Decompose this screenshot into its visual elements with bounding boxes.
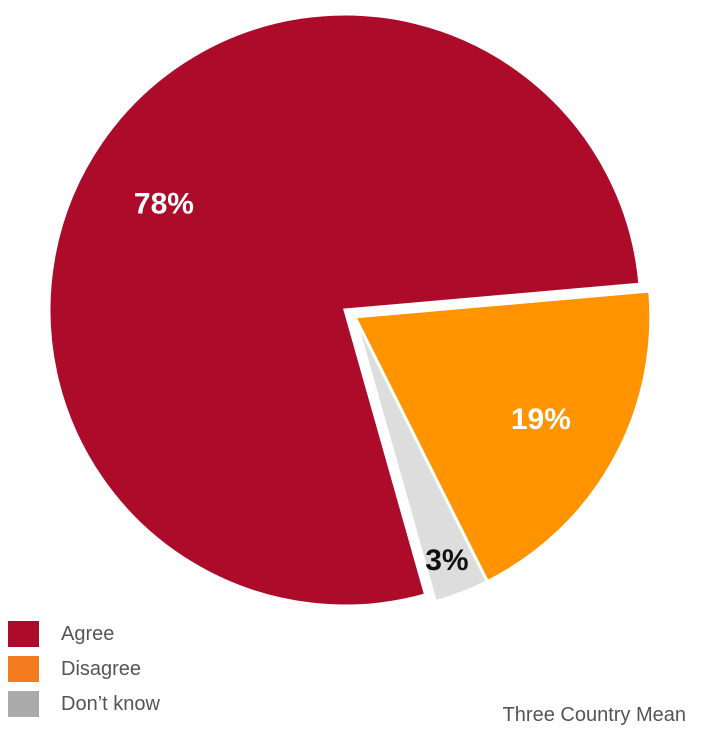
chart-note: Three Country Mean [502, 704, 686, 726]
pie-slice-agree [47, 12, 642, 608]
legend-swatch-disagree [8, 656, 39, 682]
data-label-disagree: 19% [511, 403, 571, 436]
pie-slice-don-t-know [353, 316, 490, 604]
data-label-don-t-know: 3% [425, 544, 468, 577]
legend-item-disagree: Disagree [8, 653, 160, 685]
legend-item-dont-know: Don’t know [8, 688, 160, 720]
legend-label-dont-know: Don’t know [61, 692, 160, 715]
legend-swatch-agree [8, 621, 39, 647]
legend-label-agree: Agree [61, 622, 115, 645]
pie-slice-disagree [352, 289, 653, 584]
data-label-agree: 78% [134, 188, 194, 221]
legend-swatch-dont-know [8, 691, 39, 717]
legend-item-agree: Agree [8, 618, 160, 650]
legend-label-disagree: Disagree [61, 657, 142, 680]
legend: Agree Disagree Don’t know [8, 618, 160, 723]
